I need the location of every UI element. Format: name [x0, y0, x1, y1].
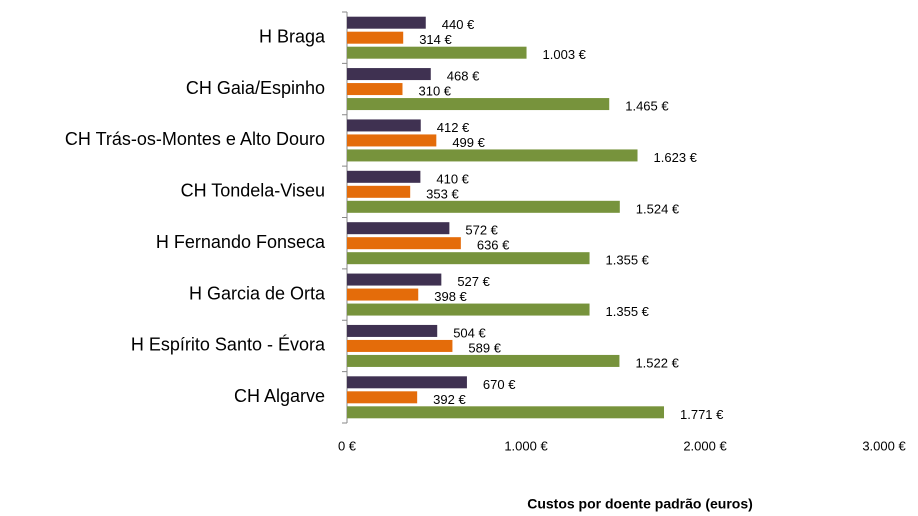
- value-label: 1.355 €: [606, 253, 650, 268]
- bar: [347, 339, 453, 352]
- x-tick-label: 0 €: [338, 438, 357, 453]
- x-tick-label: 3.000 €: [862, 438, 906, 453]
- bar: [347, 16, 426, 29]
- value-label: 353 €: [426, 186, 459, 201]
- bar: [347, 149, 638, 162]
- bar: [347, 68, 431, 81]
- value-label: 1.465 €: [625, 99, 669, 114]
- value-label: 412 €: [437, 120, 470, 135]
- bar: [347, 354, 620, 367]
- category-label: H Fernando Fonseca: [156, 232, 326, 252]
- bar: [347, 134, 437, 147]
- bar: [347, 252, 590, 265]
- value-label: 398 €: [434, 289, 467, 304]
- value-label: 1.355 €: [606, 304, 650, 319]
- value-label: 410 €: [436, 171, 469, 186]
- value-label: 670 €: [483, 377, 516, 392]
- bar: [347, 185, 411, 198]
- value-label: 1.524 €: [636, 201, 680, 216]
- value-label: 440 €: [442, 17, 475, 32]
- bar: [347, 31, 404, 44]
- value-label: 1.623 €: [654, 150, 698, 165]
- value-label: 572 €: [465, 223, 498, 238]
- category-label: H Espírito Santo - Évora: [131, 335, 326, 355]
- bar: [347, 200, 620, 213]
- value-label: 1.771 €: [680, 407, 724, 422]
- value-label: 468 €: [447, 69, 480, 84]
- value-label: 527 €: [457, 274, 490, 289]
- category-label: CH Gaia/Espinho: [186, 78, 325, 98]
- value-label: 499 €: [452, 135, 485, 150]
- bar: [347, 288, 419, 301]
- category-label: CH Tondela-Viseu: [181, 181, 325, 201]
- value-label: 504 €: [453, 325, 486, 340]
- category-label: H Braga: [259, 26, 326, 46]
- value-label: 392 €: [433, 392, 466, 407]
- value-label: 1.003 €: [543, 47, 587, 62]
- category-label: CH Trás-os-Montes e Alto Douro: [65, 129, 325, 149]
- value-label: 314 €: [419, 32, 452, 47]
- bar: [347, 391, 418, 404]
- bar: [347, 406, 665, 419]
- bar: [347, 119, 421, 132]
- bar: [347, 170, 421, 183]
- category-label: H Garcia de Orta: [189, 283, 326, 303]
- bar: [347, 222, 450, 235]
- bar: [347, 83, 403, 96]
- bar: [347, 46, 527, 59]
- bar: [347, 98, 610, 111]
- bar: [347, 237, 461, 250]
- x-tick-label: 2.000 €: [683, 438, 727, 453]
- bar: [347, 324, 438, 337]
- bar: [347, 376, 467, 389]
- bar: [347, 303, 590, 316]
- x-tick-label: 1.000 €: [504, 438, 548, 453]
- value-label: 636 €: [477, 238, 510, 253]
- x-axis-title: Custos por doente padrão (euros): [527, 496, 753, 512]
- bar: [347, 273, 442, 286]
- value-label: 589 €: [468, 340, 501, 355]
- value-label: 1.522 €: [635, 355, 679, 370]
- value-label: 310 €: [418, 84, 451, 99]
- category-label: CH Algarve: [234, 386, 325, 406]
